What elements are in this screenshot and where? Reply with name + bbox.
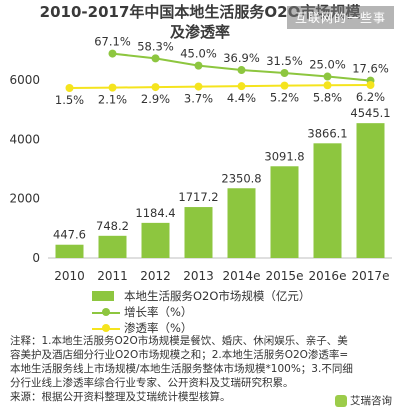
penetration-rate-label: 1.5%	[55, 93, 84, 107]
penetration-rate-point	[194, 82, 203, 91]
source-line: 来源：根据公开资料整理及艾瑞统计模型核算。	[10, 391, 231, 403]
growth-rate-point	[237, 66, 246, 75]
penetration-rate-label: 3.7%	[184, 92, 213, 106]
source-logo: 艾瑞咨询	[335, 393, 392, 408]
x-tick-label: 2011	[97, 269, 128, 283]
legend-line-swatch-growth	[92, 307, 120, 318]
combo-chart: 0 2000 4000 6000 447.6 748.2 1184.41717.22350.…	[9, 35, 392, 283]
penetration-rate-point	[366, 81, 375, 89]
growth-rate-label: 17.6%	[352, 62, 389, 76]
penetration-rate-point	[65, 84, 74, 92]
legend-label-penetration-rate: 渗透率（%）	[124, 321, 193, 335]
y-tick-label: 2000	[9, 192, 40, 206]
penetration-rate-label: 5.2%	[270, 91, 299, 105]
source-logo-text: 艾瑞咨询	[350, 395, 392, 407]
watermark: 互联网的一些事	[286, 6, 394, 29]
legend-label-growth-rate: 增长率（%）	[124, 305, 193, 319]
y-tick-label: 4000	[9, 132, 40, 146]
bar-data-label: 4545.1	[350, 106, 390, 120]
x-tick-label: 2012	[140, 269, 171, 283]
note-line: 分行业线上渗透率综合行业专家、公开资料及艾瑞研究积累。	[10, 377, 294, 389]
bar-data-label: 3091.8	[264, 149, 304, 163]
growth-rate-point	[323, 72, 332, 81]
bar	[55, 244, 84, 258]
chart-legend: 本地生活服务O2O市场规模（亿元） 增长率（%） 渗透率（%）	[92, 288, 310, 336]
growth-rate-label: 58.3%	[137, 39, 174, 53]
bar-data-label: 447.6	[53, 228, 86, 242]
penetration-rate-point	[108, 83, 117, 92]
note-line: 注释：1.本地生活服务O2O市场规模是餐饮、婚庆、休闲娱乐、亲子、美	[10, 335, 348, 347]
note-line: 容美护及酒店细分行业O2O市场规模之和；2.本地生活服务O2O渗透率=	[10, 349, 349, 361]
growth-rate-point	[194, 61, 203, 70]
growth-rate-point	[151, 54, 160, 63]
penetration-rate-label: 5.8%	[313, 90, 342, 104]
iresearch-logo-icon	[335, 394, 347, 407]
bar	[98, 235, 127, 258]
legend-item-market-size: 本地生活服务O2O市场规模（亿元）	[92, 288, 310, 304]
growth-rate-label: 31.5%	[266, 54, 303, 68]
x-tick-label: 2010	[54, 269, 85, 283]
bar-data-label: 1717.2	[178, 190, 218, 204]
bar-data-label: 1184.4	[135, 206, 175, 220]
x-tick-label: 2013	[183, 269, 214, 283]
bar-data-label: 3866.1	[307, 126, 347, 140]
x-tick-label: 2016e	[309, 269, 347, 283]
growth-rate-point	[280, 69, 289, 77]
penetration-rate-point	[323, 81, 332, 90]
penetration-rate-label: 4.4%	[227, 91, 256, 105]
chart-notes: 注释：1.本地生活服务O2O市场规模是餐饮、婚庆、休闲娱乐、亲子、美 容美护及酒…	[10, 334, 394, 404]
legend-item-growth-rate: 增长率（%）	[92, 304, 310, 320]
bar	[227, 188, 256, 258]
legend-bar-swatch	[92, 291, 114, 301]
penetration-rate-point	[151, 83, 160, 92]
y-tick-label: 0	[32, 251, 40, 265]
bar-data-label: 2350.8	[221, 171, 261, 185]
x-tick-label: 2014e	[223, 269, 261, 283]
bar	[313, 143, 342, 258]
chart-title: 2010-2017年中国本地生活服务O2O市场规模 及渗透率	[0, 2, 400, 42]
bar	[184, 207, 213, 258]
penetration-rate-point	[237, 82, 246, 91]
x-tick-label: 2015e	[266, 269, 304, 283]
chart-title-line1: 2010-2017年中国本地生活服务O2O市场规模	[39, 3, 361, 21]
x-tick-label: 2017e	[352, 269, 390, 283]
penetration-rate-label: 6.2%	[356, 90, 385, 104]
bar-data-label: 748.2	[96, 219, 129, 233]
penetration-rate-point	[280, 81, 289, 90]
legend-label-market-size: 本地生活服务O2O市场规模（亿元）	[124, 289, 311, 303]
legend-item-penetration-rate: 渗透率（%）	[92, 320, 310, 336]
note-line: 本地生活服务线上市场规模/本地生活服务整体市场规模*100%；3.不同细	[10, 363, 353, 375]
y-tick-label: 6000	[9, 73, 40, 87]
bar	[141, 222, 170, 258]
chart-title-line2: 及渗透率	[169, 23, 230, 41]
bar	[270, 166, 299, 258]
growth-rate-label: 36.9%	[223, 51, 260, 65]
legend-line-swatch-penetration	[92, 323, 120, 334]
bar	[356, 123, 385, 258]
growth-rate-label: 45.0%	[180, 47, 217, 61]
penetration-rate-label: 2.1%	[98, 93, 127, 107]
growth-rate-label: 67.1%	[94, 35, 131, 49]
penetration-rate-line	[69, 84, 371, 89]
growth-rate-label: 25.0%	[309, 58, 346, 72]
penetration-rate-label: 2.9%	[141, 92, 170, 106]
growth-rate-point	[108, 49, 117, 58]
